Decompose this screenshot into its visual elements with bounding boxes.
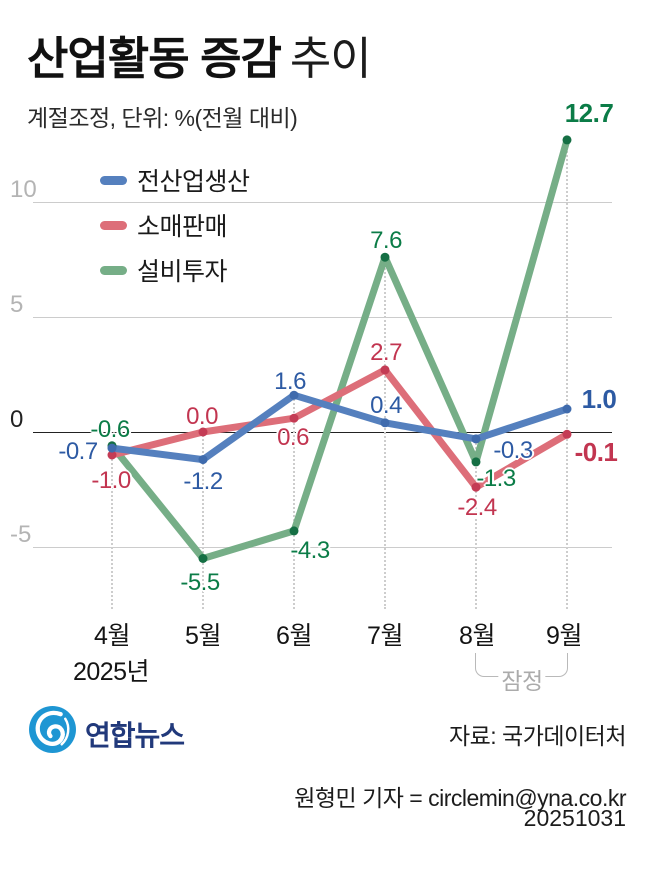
page-title: 산업활동 증감 추이 [27, 22, 372, 87]
gridline-10 [33, 202, 612, 203]
legend-label: 소매판매 [137, 213, 228, 241]
provisional-bracket-left [475, 653, 499, 677]
gridline-5 [33, 317, 612, 318]
value-label: -0.3 [493, 437, 533, 464]
month-dotted-gridline [202, 432, 204, 609]
value-label: -4.3 [290, 537, 330, 564]
value-label: -0.7 [58, 438, 98, 465]
value-label: 0.0 [186, 403, 218, 430]
month-dotted-gridline [566, 139, 568, 609]
data-point-전산업생산 [198, 455, 208, 465]
month-dotted-gridline [111, 445, 113, 609]
provisional-label: 잠정 [498, 662, 546, 696]
xaxis-label-sep: 9월 [546, 622, 582, 650]
data-point-전산업생산 [562, 404, 572, 414]
legend: 전산업생산 소매판매 설비투자 [96, 158, 260, 293]
value-label: -2.4 [457, 494, 497, 521]
legend-label: 전산업생산 [137, 168, 250, 196]
value-label: -1.0 [91, 467, 131, 494]
yaxis-label-5: 5 [10, 291, 24, 318]
yonhap-wordmark: 연합뉴스 [85, 720, 185, 751]
series-line-전산업생산 [108, 391, 571, 464]
legend-item-facility-investment: 설비투자 [96, 248, 260, 292]
month-dotted-gridline [293, 395, 295, 609]
value-label: -1.3 [476, 465, 516, 492]
month-dotted-gridline [384, 257, 386, 609]
month-dotted-gridline [475, 438, 477, 609]
data-point-소매판매 [198, 427, 208, 437]
xaxis-label-may: 5월 [185, 622, 221, 650]
value-label: 0.6 [277, 424, 309, 451]
value-label-final: 12.7 [564, 98, 614, 128]
yaxis-label-minus5: -5 [10, 521, 32, 548]
value-label: -0.6 [90, 416, 130, 443]
data-point-소매판매 [471, 482, 481, 492]
series-line-소매판매 [108, 366, 571, 491]
data-source: 자료: 국가데이터처 [448, 723, 627, 749]
provisional-bracket-right [544, 653, 568, 677]
title-light-part: 추이 [289, 33, 372, 84]
xaxis-label-apr: 4월 [94, 622, 130, 650]
gridline-minus5 [33, 547, 612, 548]
data-point-설비투자 [471, 457, 481, 467]
data-point-소매판매 [562, 429, 572, 439]
data-point-전산업생산 [471, 434, 481, 444]
data-point-설비투자 [289, 526, 299, 536]
data-point-소매판매 [380, 365, 390, 375]
chart-subtitle: 계절조정, 단위: %(전월 대비) [27, 105, 298, 131]
xaxis-label-jun: 6월 [276, 622, 312, 650]
value-label: 2.7 [370, 339, 402, 366]
value-label: -1.2 [183, 468, 223, 495]
value-label: 7.6 [370, 227, 402, 254]
value-label: 1.6 [274, 368, 306, 395]
yaxis-label-0: 0 [10, 406, 24, 433]
data-point-전산업생산 [380, 418, 390, 428]
xaxis-year-label: 2025년 [72, 658, 150, 686]
zero-line [33, 432, 612, 433]
data-point-전산업생산 [289, 390, 299, 400]
legend-swatch-green [100, 265, 127, 275]
yaxis-label-10: 10 [10, 176, 37, 203]
data-point-설비투자 [198, 554, 208, 563]
data-point-설비투자 [380, 252, 390, 262]
legend-label: 설비투자 [137, 258, 228, 286]
legend-swatch-red [100, 220, 127, 230]
title-bold-part: 산업활동 증감 [27, 33, 282, 84]
xaxis-label-aug: 8월 [459, 622, 495, 650]
value-label-final: 1.0 [581, 384, 617, 414]
data-point-소매판매 [289, 413, 299, 423]
legend-item-total-industry: 전산업생산 [96, 158, 260, 202]
value-label: 0.4 [370, 392, 402, 419]
legend-item-retail-sales: 소매판매 [96, 203, 260, 247]
data-point-전산업생산 [107, 443, 117, 453]
reporter-credit: 원형민 기자 = circlemin@yna.co.kr [294, 785, 626, 811]
data-point-설비투자 [562, 135, 572, 145]
legend-swatch-blue [100, 175, 127, 185]
data-point-소매판매 [107, 450, 117, 460]
value-label-final: -0.1 [574, 437, 618, 467]
value-label: -5.5 [180, 569, 220, 596]
yonhap-logo-icon [29, 706, 76, 753]
publish-date: 20251031 [523, 805, 626, 831]
xaxis-label-jul: 7월 [367, 622, 403, 650]
